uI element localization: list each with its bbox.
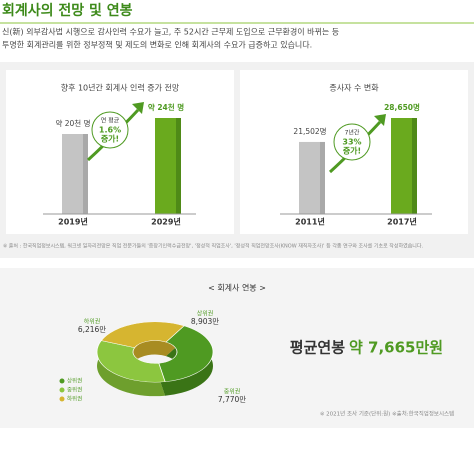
legend-dot — [59, 387, 65, 393]
legend-label: 하위권 — [67, 395, 82, 403]
legend-dot — [59, 378, 65, 384]
pay-label: 평균연봉 — [290, 339, 345, 357]
bar — [299, 141, 320, 214]
annotation-badge — [333, 123, 371, 161]
annotation: 1.6% — [99, 126, 121, 135]
annotation: 7년간 — [345, 129, 360, 137]
legend-dot — [59, 396, 65, 402]
bar — [155, 118, 176, 214]
pie-slice — [158, 325, 214, 382]
annotation-badge — [91, 111, 129, 149]
chart-box — [6, 70, 234, 234]
pie — [96, 321, 214, 383]
value-label: 28,650명 — [384, 102, 420, 112]
bar-side — [412, 118, 417, 214]
bar-side — [176, 118, 181, 214]
annotation: 33% — [342, 138, 361, 147]
intro-line: 투명한 회계관리를 위한 정부정책 및 제도의 변화로 인해 회계사의 수요가 … — [2, 40, 312, 50]
legend-label: 상위권 — [67, 377, 82, 385]
slice-value: 7,770만 — [218, 395, 246, 404]
bar — [62, 134, 83, 214]
intro-line: 신(新) 외부감사법 시행으로 감사인력 수요가 늘고, 주 52시간 근무제 … — [2, 27, 339, 37]
bar — [391, 118, 412, 214]
bar-side — [83, 134, 88, 214]
legend-label: 중위권 — [67, 386, 82, 394]
chart-title: 향후 10년간 회계사 인력 증가 전망 — [61, 83, 180, 93]
category-label: 2029년 — [151, 217, 181, 227]
chart-title: < 회계사 연봉 > — [208, 283, 266, 293]
bar-side — [320, 141, 325, 214]
salary-panel — [0, 268, 474, 428]
category-label: 2017년 — [387, 217, 417, 227]
slice-category: 하위권 — [84, 318, 101, 326]
arrow-head — [132, 102, 144, 114]
annotation: 연 평균 — [101, 117, 120, 125]
pie-slice — [96, 340, 166, 383]
value-label: 21,502명 — [293, 126, 326, 136]
chart-title: 종사자 수 변화 — [329, 83, 379, 93]
annotation: 증가! — [101, 134, 119, 144]
pie-slice — [100, 321, 185, 348]
value-label: 약 24천 명 — [148, 102, 184, 112]
pay-value: 약 7,665만원 — [349, 339, 443, 357]
arrow-head — [374, 114, 386, 126]
slice-category: 중위권 — [224, 388, 241, 396]
value-label: 약 20천 명 — [55, 118, 90, 128]
category-label: 2019년 — [58, 217, 88, 227]
page-title: 회계사의 전망 및 연봉 — [2, 2, 133, 19]
footer: ※ 2021년 조사 기준(단위:원) ※출처:한국직업정보시스템 — [320, 410, 454, 418]
slice-value: 6,216만 — [78, 325, 106, 334]
annotation: 증가! — [343, 146, 361, 156]
category-label: 2011년 — [295, 217, 325, 227]
source-note: ※ 출처 : 한국직업정보시스템, 워크넷 일자리전망은 직업 전문가들의 '중… — [3, 243, 423, 250]
slice-category: 상위권 — [197, 310, 214, 318]
slice-value: 8,903만 — [191, 317, 219, 326]
